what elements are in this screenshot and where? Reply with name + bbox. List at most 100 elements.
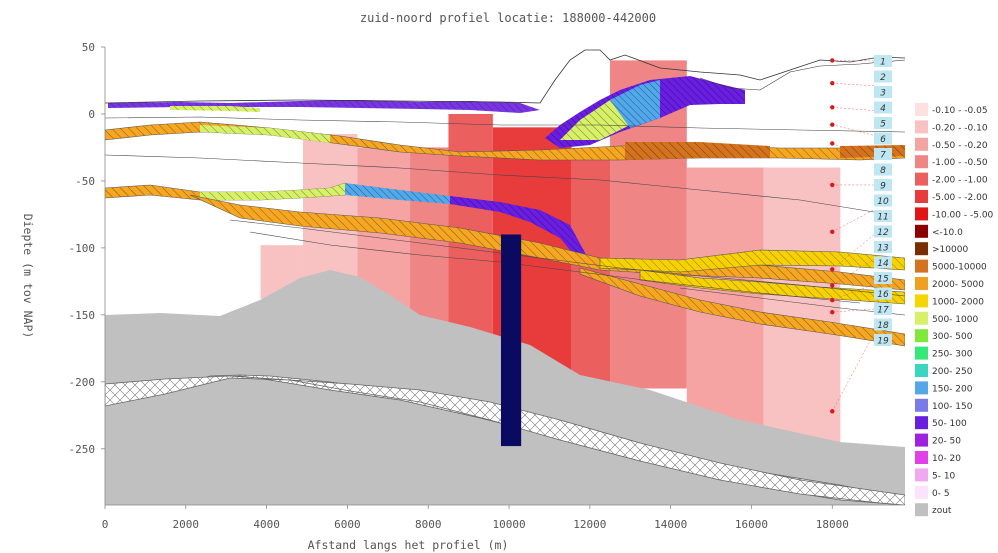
observation-point xyxy=(830,283,835,288)
legend-label: 250- 300 xyxy=(932,350,973,360)
x-tick-label: 16000 xyxy=(735,518,768,531)
legend-swatch xyxy=(915,172,928,186)
obs-link-2 xyxy=(832,82,875,87)
layer-number-box xyxy=(874,225,892,238)
legend-swatch xyxy=(915,311,928,325)
obs-link-3 xyxy=(832,107,875,111)
legend-swatch xyxy=(915,207,928,221)
layer-number-box xyxy=(874,117,892,129)
legend-label: -1.00 - -0.50 xyxy=(932,158,988,168)
strat-line-1 xyxy=(105,116,905,133)
layer-number-3: 3 xyxy=(880,89,886,99)
layer-number-box xyxy=(874,287,892,300)
strat-line-4 xyxy=(249,231,861,304)
geologic-layers xyxy=(105,49,905,347)
y-tick-label: -150 xyxy=(69,309,96,322)
observation-point xyxy=(830,182,835,188)
legend-swatch xyxy=(915,381,928,395)
legend-label: -0.20 - -0.10 xyxy=(932,123,988,133)
legend-label: -5.00 - -2.00 xyxy=(932,193,988,203)
legend: -0.10 - -0.05 -0.20 - -0.10 -0.50 - -0.20 -… xyxy=(915,103,994,517)
observation-point xyxy=(830,309,835,315)
y-tick-label: -100 xyxy=(69,242,96,255)
x-tick-label: 12000 xyxy=(573,518,606,531)
strat-line-5 xyxy=(679,287,905,316)
legend-swatch xyxy=(915,433,928,447)
layer-number-5: 5 xyxy=(880,120,886,130)
observation-point xyxy=(830,297,835,303)
layer-dunes-cyan xyxy=(610,80,660,128)
layer-number-2: 2 xyxy=(880,73,886,83)
legend-label: 200- 250 xyxy=(932,367,973,377)
legend-label: <-10.0 xyxy=(932,228,963,238)
layer-number-16: 16 xyxy=(877,290,889,300)
legend-label: 1000- 2000 xyxy=(932,297,984,307)
x-tick-label: 6000 xyxy=(334,518,361,531)
legend-swatch xyxy=(915,329,928,343)
legend-label: 150- 200 xyxy=(932,384,973,394)
layer-number-box xyxy=(874,148,892,160)
layer-number-box xyxy=(874,179,892,191)
layer-number-10: 10 xyxy=(877,197,889,207)
legend-swatch xyxy=(915,277,928,290)
strat-line-3 xyxy=(229,219,905,297)
x-tick-label: 10000 xyxy=(492,518,525,531)
obs-link-1 xyxy=(832,60,875,62)
x-tick-label: 2000 xyxy=(173,518,200,531)
legend-swatch xyxy=(915,294,928,308)
layer-lime-2 xyxy=(200,183,345,200)
layer-lime-1 xyxy=(200,125,330,143)
chart-title: zuid-noord profiel locatie: 188000-44200… xyxy=(360,11,656,25)
legend-swatch xyxy=(915,485,928,499)
legend-swatch xyxy=(915,242,928,256)
legend-swatch xyxy=(915,346,928,360)
legend-label: -0.10 - -0.05 xyxy=(932,106,988,116)
layer-yellow-1 xyxy=(599,249,905,273)
legend-label: 2000- 5000 xyxy=(932,280,984,290)
drawdown-column-9 xyxy=(686,167,764,429)
observation-point xyxy=(830,229,835,235)
layer-orange-4 xyxy=(579,267,905,347)
layer-number-17: 17 xyxy=(877,306,889,316)
legend-swatch xyxy=(915,190,928,203)
legend-swatch xyxy=(915,155,928,169)
legend-swatch xyxy=(915,137,928,151)
legend-label: 500- 1000 xyxy=(932,315,978,325)
layer-number-box xyxy=(874,256,892,269)
layer-blue-band xyxy=(345,183,450,204)
legend-label: -0.50 - -0.20 xyxy=(932,141,988,151)
layer-number-19: 19 xyxy=(877,337,889,347)
layer-yellow-2 xyxy=(639,269,905,305)
layer-number-box xyxy=(874,55,892,67)
layer-number-12: 12 xyxy=(877,228,889,238)
y-tick-label: -250 xyxy=(69,443,96,456)
layer-number-7: 7 xyxy=(880,151,886,161)
well-screen xyxy=(500,234,522,447)
layer-number-9: 9 xyxy=(880,182,886,192)
layer-number-18: 18 xyxy=(877,321,889,331)
layer-number-box xyxy=(874,163,892,176)
obs-link-9 xyxy=(832,259,875,286)
legend-swatch xyxy=(915,451,928,464)
strat-line-2 xyxy=(105,154,881,214)
obs-link-11 xyxy=(832,308,875,313)
legend-label: 5000-10000 xyxy=(932,263,987,273)
layer-number-box xyxy=(874,86,892,98)
layer-number-13: 13 xyxy=(877,244,889,254)
legend-label: 300- 500 xyxy=(932,332,973,342)
legend-label: 10- 20 xyxy=(932,454,961,464)
legend-label: 50- 100 xyxy=(932,419,967,429)
legend-swatch xyxy=(915,120,928,134)
layer-number-1: 1 xyxy=(880,58,886,68)
layer-number-6: 6 xyxy=(880,135,886,145)
layer-number-11: 11 xyxy=(877,213,888,223)
legend-swatch xyxy=(915,364,928,377)
layer-number-box xyxy=(874,318,892,331)
layer-number-box xyxy=(874,272,892,284)
legend-label: 100- 150 xyxy=(932,402,973,412)
layer-number-box xyxy=(874,70,892,83)
surface-line-2 xyxy=(699,59,905,91)
layer-top-surface xyxy=(108,100,540,113)
legend-swatch xyxy=(915,416,928,430)
